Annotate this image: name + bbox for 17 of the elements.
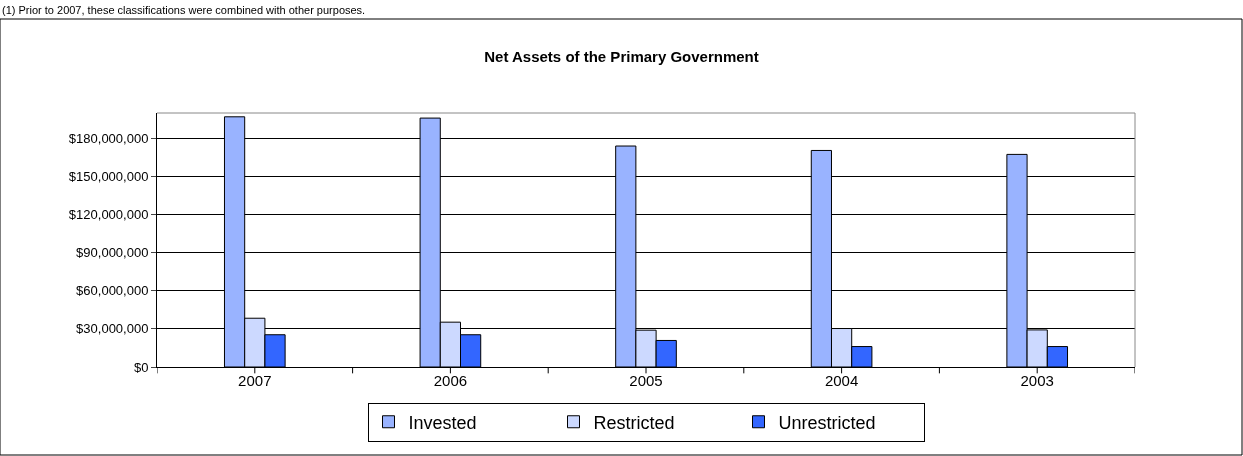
x-tick-label: 2006 — [433, 372, 468, 389]
x-tick-label: 2003 — [1020, 372, 1054, 389]
y-tick-label: $120,000,000 — [68, 207, 149, 223]
text: (1) Prior to 2007, these classifications were combined with other purposes. — [2, 4, 366, 16]
chart-title: Net Assets of the Primary Government — [484, 48, 759, 66]
legend-label: Unrestricted — [778, 412, 876, 433]
x-tick-label: 2005 — [629, 372, 663, 389]
legend-label: Invested — [408, 412, 477, 433]
x-tick-label: 2007 — [238, 372, 272, 389]
y-tick-label: $60,000,000 — [76, 283, 149, 299]
y-tick-label: $90,000,000 — [76, 245, 149, 261]
y-tick-label: $30,000,000 — [76, 321, 149, 337]
y-tick-label: $0 — [133, 359, 149, 375]
legend-label: Restricted — [593, 412, 675, 433]
x-tick-label: 2004 — [824, 372, 859, 389]
y-tick-label: $150,000,000 — [68, 169, 149, 185]
y-tick-label: $180,000,000 — [68, 130, 149, 146]
